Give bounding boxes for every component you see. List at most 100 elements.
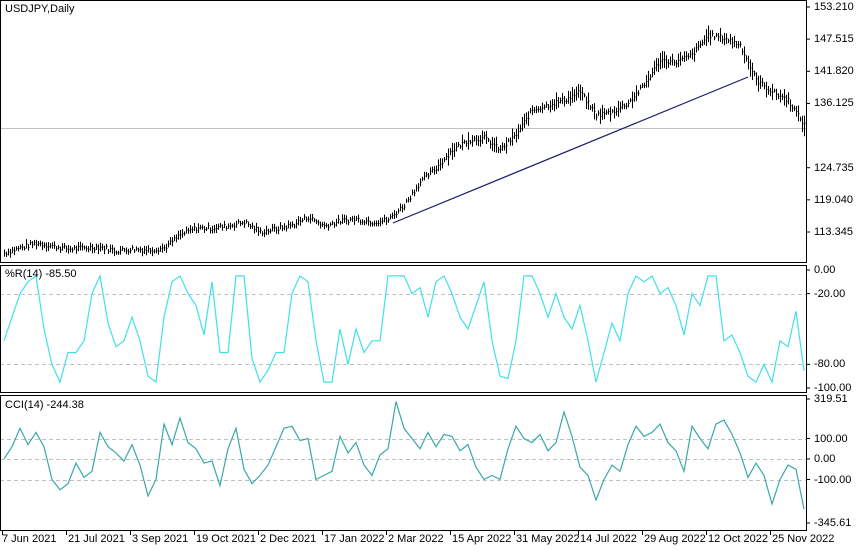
price-bar [726,33,728,44]
price-bar [276,226,278,234]
price-bar [226,225,228,231]
price-bar [80,241,82,251]
price-bar [284,223,286,231]
price-bar [592,103,594,112]
price-bar [544,104,546,110]
wpr-line [3,273,805,385]
price-bar [18,245,20,252]
price-bar [254,225,256,234]
price-bar [764,82,766,90]
price-bar [218,223,220,230]
price-bar [68,244,70,254]
price-bar [686,51,688,61]
price-bar [350,217,352,222]
price-bar [238,219,240,224]
price-bar [578,84,580,98]
price-bar [48,242,50,252]
price-bar [406,198,408,203]
price-bar [790,99,792,112]
price-bar [216,223,218,234]
price-bar [50,243,52,249]
price-bar [274,223,276,232]
price-bar [100,242,102,252]
price-bar [372,221,374,227]
price-bar [330,222,332,227]
price-bar [752,62,754,80]
price-bar [626,102,628,110]
price-bar [600,108,602,124]
price-tick-label: 136.125 [814,97,854,110]
price-bar [782,93,784,101]
price-bar [580,84,582,101]
price-bar [710,30,712,46]
price-bar [12,246,14,254]
wpr-tick-label: -20.00 [814,287,846,300]
price-bar [490,140,492,149]
price-bar [84,245,86,250]
price-bar [538,106,540,113]
price-bar [300,216,302,226]
price-tick-label: 141.820 [814,65,854,78]
time-tick-label: 2 Mar 2022 [388,533,444,545]
price-bar [488,137,490,143]
price-bar [258,226,260,237]
price-bar [448,148,450,166]
price-bar [280,221,282,230]
cci-tick-label: 319.51 [814,393,848,405]
price-bar [754,70,756,77]
price-bar [634,92,636,102]
price-bar [408,196,410,203]
price-bar [290,221,292,229]
price-bar [638,90,640,97]
trendline [392,76,749,224]
price-bar [174,234,176,242]
price-bar [222,224,224,231]
price-bar [606,109,608,115]
price-bar [450,147,452,156]
price-bar [682,55,684,62]
price-bar [636,85,638,102]
price-bar [104,245,106,255]
price-bar [138,247,140,253]
price-bar [716,32,718,38]
price-bar [32,241,34,249]
price-bar [466,140,468,147]
price-bar [652,67,654,78]
price-bar [770,87,772,97]
price-bar [446,153,448,161]
price-bar [700,40,702,49]
price-bar [44,242,46,249]
price-bar [298,216,300,226]
price-bar [220,222,222,228]
price-bar [786,94,788,108]
price-bar [418,183,420,192]
price-bar [706,29,708,47]
price-bar [206,226,208,231]
price-bar [464,139,466,144]
price-bar [530,107,532,114]
price-bar [146,246,148,256]
price-bar [478,135,480,147]
price-bar [438,159,440,172]
price-bar [74,245,76,250]
price-bar [142,248,144,257]
time-tick-label: 15 Apr 2022 [452,533,512,545]
time-tick-label: 29 Aug 2022 [644,533,706,545]
price-bar [420,178,422,187]
price-bar [326,223,328,228]
price-bar [306,216,308,222]
price-bar [722,35,724,44]
price-bar [20,244,22,250]
price-bar [622,100,624,110]
price-bar [364,220,366,226]
price-bar [120,245,122,255]
price-bar [628,99,630,108]
price-bar [720,27,722,43]
price-bar [692,48,694,60]
price-bar [64,243,66,249]
price-bar [124,247,126,253]
price-bar [116,250,118,255]
price-bar [798,105,800,122]
price-bar [496,136,498,153]
